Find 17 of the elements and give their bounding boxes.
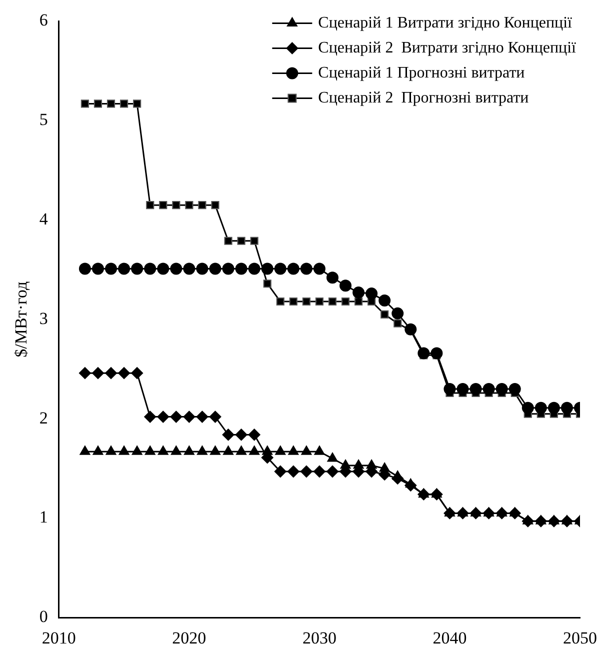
y-tick-label: 3 — [39, 308, 48, 328]
legend-label: Сценарій 2 Прогнозні витрати — [318, 89, 530, 106]
x-tick-label: 2050 — [563, 628, 597, 648]
y-tick-label: 6 — [39, 10, 48, 30]
y-tick-label: 2 — [39, 408, 48, 428]
x-tick-label: 2020 — [172, 628, 206, 648]
x-tick-label: 2040 — [432, 628, 467, 648]
y-tick-label: 1 — [39, 508, 48, 527]
y-tick-label: 4 — [39, 209, 48, 228]
y-tick-label: 5 — [39, 110, 48, 130]
legend-label: Сценарій 1 Витрати згідно Концепції — [318, 14, 573, 32]
y-axis-title: $/МВт·год — [12, 281, 31, 358]
legend-label: Сценарій 2 Витрати згідно Концепції — [318, 39, 577, 56]
y-tick-label: 0 — [39, 607, 48, 626]
legend-label: Сценарій 1 Прогнозні витрати — [318, 64, 526, 82]
x-tick-label: 2010 — [42, 628, 76, 648]
x-tick-label: 2030 — [302, 628, 336, 648]
